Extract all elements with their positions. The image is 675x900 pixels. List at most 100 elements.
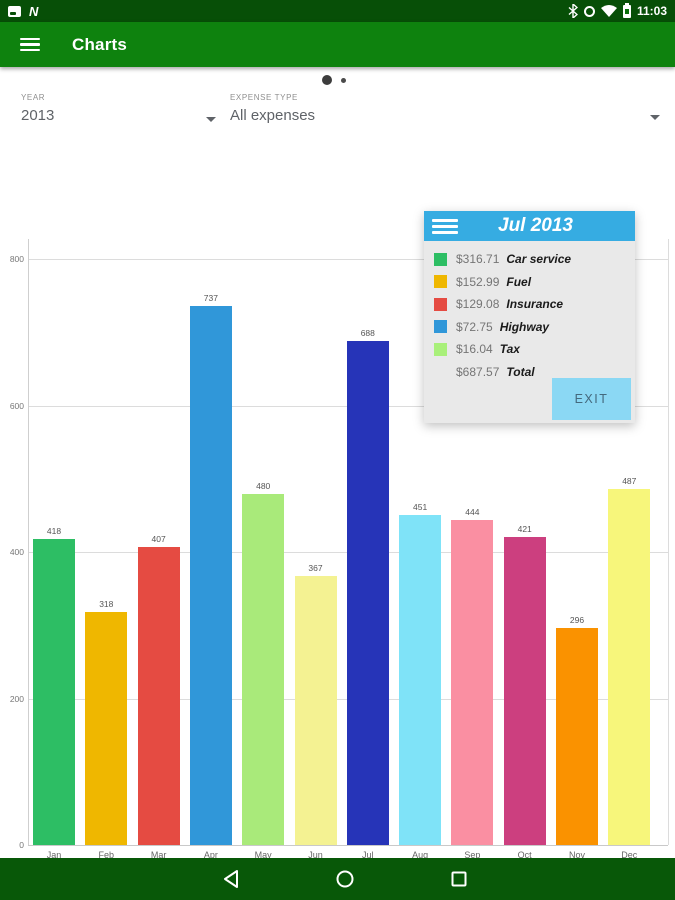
android-nav-bar bbox=[0, 858, 675, 900]
y-tick-label: 600 bbox=[9, 400, 24, 411]
page-indicator bbox=[322, 75, 346, 85]
bar-nov[interactable] bbox=[556, 628, 598, 845]
y-axis-line bbox=[28, 239, 29, 845]
legend-color-swatch bbox=[434, 275, 447, 289]
app-bar: Charts bbox=[0, 22, 675, 67]
chevron-down-icon bbox=[650, 115, 660, 120]
x-tick-label: Jan bbox=[46, 850, 62, 860]
bar-oct[interactable] bbox=[503, 536, 546, 845]
bar-value-label: 296 bbox=[569, 615, 585, 626]
x-tick-label: Dec bbox=[621, 850, 638, 860]
year-label: YEAR bbox=[21, 93, 46, 102]
year-value: 2013 bbox=[21, 107, 55, 124]
expense-type-label: EXPENSE TYPE bbox=[230, 93, 298, 102]
recents-button[interactable] bbox=[445, 865, 473, 893]
legend-name: Insurance bbox=[506, 297, 564, 312]
expense-type-dropdown[interactable]: EXPENSE TYPE All expenses bbox=[230, 93, 660, 124]
legend-color-swatch bbox=[434, 297, 447, 311]
legend-row: $316.71 Car service bbox=[434, 248, 635, 271]
bar-chart: 0 200 400 600 800 418 Jan 318 Feb 407 Mar 737 Apr 480… bbox=[0, 67, 675, 860]
legend-name: Car service bbox=[506, 252, 572, 267]
home-button[interactable] bbox=[331, 865, 359, 893]
screenshot-icon bbox=[8, 5, 21, 17]
bar-jul[interactable] bbox=[346, 341, 389, 845]
legend-color-swatch bbox=[434, 320, 447, 334]
y-tick-label: 200 bbox=[9, 693, 24, 704]
bar-jan[interactable] bbox=[33, 539, 75, 845]
x-tick-label: Sep bbox=[464, 850, 481, 860]
legend-amount: $16.04 bbox=[456, 342, 493, 357]
x-tick-label: Aug bbox=[412, 850, 429, 860]
legend-row: $687.57 Total bbox=[434, 361, 635, 384]
legend-amount: $72.75 bbox=[456, 319, 493, 334]
menu-icon[interactable] bbox=[20, 37, 40, 52]
x-tick-label: Apr bbox=[203, 850, 218, 860]
bar-feb[interactable] bbox=[85, 612, 128, 845]
popup-menu-icon[interactable] bbox=[432, 218, 458, 234]
y-tick-label: 800 bbox=[9, 254, 24, 265]
exit-button[interactable]: EXIT bbox=[552, 378, 631, 420]
bar-value-label: 487 bbox=[622, 475, 637, 486]
content-area: YEAR 2013 EXPENSE TYPE All expenses 0 200… bbox=[0, 67, 675, 860]
nfc-icon: N bbox=[29, 3, 39, 19]
legend-amount: $687.57 bbox=[456, 364, 500, 379]
x-axis-line bbox=[28, 845, 668, 846]
page-dot bbox=[341, 77, 346, 83]
bar-may[interactable] bbox=[242, 493, 285, 845]
bar-value-label: 421 bbox=[517, 523, 532, 534]
status-bar: N 11:03 bbox=[0, 0, 675, 22]
x-tick-label: Jun bbox=[308, 850, 323, 860]
x-tick-label: May bbox=[254, 850, 272, 860]
legend-row: $129.08 Insurance bbox=[434, 293, 635, 316]
wifi-icon bbox=[600, 5, 617, 17]
x-tick-label: Mar bbox=[150, 850, 167, 860]
legend-amount: $152.99 bbox=[456, 274, 500, 289]
x-tick-label: Jul bbox=[362, 850, 374, 860]
popup-legend: $316.71 Car service $152.99 Fuel $129.08 Insu… bbox=[424, 241, 635, 383]
gridline bbox=[28, 259, 668, 261]
chevron-down-icon bbox=[206, 117, 216, 122]
bar-value-label: 444 bbox=[465, 506, 480, 517]
expense-type-value: All expenses bbox=[230, 107, 316, 124]
clock-icon bbox=[583, 5, 595, 17]
bar-value-label: 418 bbox=[46, 526, 62, 537]
year-dropdown[interactable]: YEAR 2013 bbox=[21, 93, 216, 124]
bar-value-label: 367 bbox=[308, 563, 323, 574]
bar-value-label: 318 bbox=[99, 599, 114, 610]
x-tick-label: Oct bbox=[517, 850, 532, 860]
legend-row: $72.75 Highway bbox=[434, 316, 635, 339]
legend-amount: $129.08 bbox=[456, 297, 500, 312]
bar-jun[interactable] bbox=[294, 576, 337, 845]
popup-header: Jul 2013 bbox=[424, 211, 635, 241]
legend-row: $152.99 Fuel bbox=[434, 271, 635, 294]
y-tick-label: 0 bbox=[19, 840, 24, 850]
bar-value-label: 407 bbox=[151, 534, 166, 545]
bar-dec[interactable] bbox=[608, 488, 651, 845]
back-button[interactable] bbox=[217, 865, 245, 893]
legend-name: Highway bbox=[499, 319, 550, 334]
bar-value-label: 480 bbox=[256, 480, 271, 491]
page-dot-active bbox=[322, 75, 332, 85]
bar-mar[interactable] bbox=[137, 547, 180, 845]
bar-aug[interactable] bbox=[399, 514, 442, 845]
legend-color-swatch bbox=[434, 252, 447, 266]
battery-icon bbox=[622, 2, 631, 18]
month-detail-popup: Jul 2013 $316.71 Car service $152.99 Fuel $1… bbox=[424, 211, 635, 423]
x-tick-label: Nov bbox=[568, 850, 586, 860]
chart-right-border bbox=[668, 239, 669, 845]
legend-name: Fuel bbox=[506, 274, 532, 289]
x-tick-label: Feb bbox=[98, 850, 115, 860]
page-title: Charts bbox=[72, 34, 128, 54]
legend-amount: $316.71 bbox=[456, 252, 500, 267]
legend-color-swatch bbox=[434, 342, 447, 356]
bluetooth-icon bbox=[568, 4, 578, 18]
y-tick-label: 400 bbox=[9, 547, 24, 558]
legend-row: $16.04 Tax bbox=[434, 338, 635, 361]
bar-value-label: 737 bbox=[203, 292, 218, 303]
bar-apr[interactable] bbox=[189, 305, 232, 845]
bar-sep[interactable] bbox=[451, 519, 494, 845]
legend-name: Tax bbox=[499, 342, 520, 357]
status-time: 11:03 bbox=[636, 4, 667, 18]
bar-value-label: 688 bbox=[360, 328, 375, 339]
